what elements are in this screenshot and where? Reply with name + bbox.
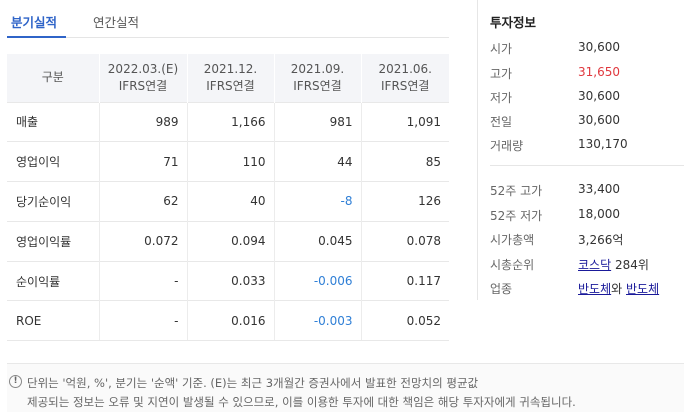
kv-value: 3,266억 — [578, 233, 624, 247]
industry-link[interactable]: 반도체 — [626, 282, 660, 296]
period-tabs: 분기실적 연간실적 — [7, 0, 449, 38]
kv-value: 30,600 — [578, 40, 620, 54]
table-row-operating-profit: 영업이익 71 110 44 85 — [7, 141, 449, 182]
table-cell: - — [98, 260, 187, 301]
table-cell: 71 — [98, 141, 187, 182]
kv-label: 거래량 — [490, 139, 524, 153]
kv-value: 30,600 — [578, 113, 620, 127]
prev-close: 전일 30,600 — [490, 113, 620, 130]
table-row-net-margin: 순이익률 - 0.033 -0.006 0.117 — [7, 260, 449, 301]
industry-separator: 와 — [611, 282, 623, 296]
table-cell: 0.033 — [186, 260, 274, 301]
kv-label: 전일 — [490, 115, 513, 129]
table-cell: -0.003 — [273, 300, 361, 342]
kv-label: 업종 — [490, 282, 513, 296]
rank-value: 284위 — [614, 258, 649, 272]
table-row-net-income: 당기순이익 62 40 -8 126 — [7, 181, 449, 222]
kv-value: 130,170 — [578, 137, 628, 151]
table-cell: 40 — [186, 181, 274, 222]
table-row-operating-margin: 영업이익률 0.072 0.094 0.045 0.078 — [7, 220, 449, 262]
kv-value: 18,000 — [578, 207, 620, 221]
table-header-row: 구분 2022.03.(E) IFRS연결 2021.12. IFRS연결 2021… — [7, 54, 449, 102]
table-cell: -8 — [273, 181, 361, 222]
table-cell: 1,166 — [186, 101, 274, 142]
table-cell: 1,091 — [360, 101, 449, 142]
table-cell: 989 — [98, 101, 187, 142]
kv-label: 저가 — [490, 91, 513, 105]
kv-value: 33,400 — [578, 182, 620, 196]
industry-link[interactable]: 반도체 — [578, 282, 612, 296]
table-cell: 110 — [186, 141, 274, 182]
kv-value: 코스닥 284위 — [578, 256, 649, 273]
table-cell: 0.052 — [360, 300, 449, 342]
kv-label: 시가총액 — [490, 233, 535, 247]
kv-value: 반도체와 반도체 — [578, 280, 659, 297]
row-label: ROE — [7, 300, 99, 342]
low-52-week: 52주 저가 18,000 — [490, 207, 620, 224]
active-tab-indicator — [7, 36, 66, 38]
investment-info-title: 투자정보 — [490, 15, 537, 30]
industry: 업종 반도체와 반도체 — [490, 280, 659, 297]
header-category: 구분 — [7, 54, 99, 102]
kv-label: 52주 고가 — [490, 184, 543, 198]
row-label: 순이익률 — [7, 260, 99, 301]
table-cell: -0.006 — [273, 260, 361, 301]
market-cap-rank: 시총순위 코스닥 284위 — [490, 256, 649, 273]
kv-label: 시가 — [490, 42, 513, 56]
table-row-roe: ROE - 0.016 -0.003 0.052 — [7, 300, 449, 342]
kv-label: 52주 저가 — [490, 209, 543, 223]
tab-quarterly[interactable]: 분기실적 — [11, 15, 58, 30]
market-cap: 시가총액 3,266억 — [490, 231, 623, 248]
kv-value: 30,600 — [578, 89, 620, 103]
table-cell: 126 — [360, 181, 449, 222]
low-price: 저가 30,600 — [490, 89, 620, 106]
row-label: 매출 — [7, 101, 99, 142]
table-cell: 0.016 — [186, 300, 274, 342]
column-header: 2021.06. IFRS연결 — [360, 54, 449, 102]
financial-panel: 분기실적 연간실적 구분 2022.03.(E) IFRS연결 2021.12. I… — [7, 0, 449, 342]
market-link-kosdaq[interactable]: 코스닥 — [578, 258, 612, 272]
investment-info-panel: 투자정보 시가 30,600 고가 31,650 저가 30,600 전일 30… — [477, 0, 684, 300]
table-cell: 0.094 — [186, 220, 274, 262]
notice-line-disclaimer: 제공되는 정보는 오류 및 지연이 발생될 수 있으므로, 이를 이용한 투자에… — [27, 395, 576, 409]
disclaimer-notice: ! 단위는 '억원, %', 분기는 '순액' 기준. (E)는 최근 3개월간… — [7, 363, 684, 412]
row-label: 영업이익 — [7, 141, 99, 182]
high-price: 고가 31,650 — [490, 65, 620, 82]
tab-annual[interactable]: 연간실적 — [93, 15, 140, 30]
open-price: 시가 30,600 — [490, 40, 620, 57]
table-cell: 62 — [98, 181, 187, 222]
table-cell: 981 — [273, 101, 361, 142]
table-cell: 85 — [360, 141, 449, 182]
column-header: 2021.12. IFRS연결 — [186, 54, 274, 102]
financial-table: 구분 2022.03.(E) IFRS연결 2021.12. IFRS연결 2021… — [7, 54, 449, 342]
volume: 거래량 130,170 — [490, 137, 628, 154]
high-52-week: 52주 고가 33,400 — [490, 182, 620, 199]
kv-label: 고가 — [490, 67, 513, 81]
kv-label: 시총순위 — [490, 258, 535, 272]
column-header: 2022.03.(E) IFRS연결 — [98, 54, 187, 102]
kv-value: 31,650 — [578, 65, 620, 79]
row-label: 당기순이익 — [7, 181, 99, 222]
table-cell: 0.117 — [360, 260, 449, 301]
table-cell: 0.045 — [273, 220, 361, 262]
notice-line-unit: 단위는 '억원, %', 분기는 '순액' 기준. (E)는 최근 3개월간 증… — [27, 376, 479, 390]
table-cell: 0.078 — [360, 220, 449, 262]
table-row-revenue: 매출 989 1,166 981 1,091 — [7, 101, 449, 142]
table-cell: - — [98, 300, 187, 342]
section-divider — [490, 165, 684, 166]
column-header: 2021.09. IFRS연결 — [273, 54, 361, 102]
table-cell: 44 — [273, 141, 361, 182]
exclamation-circle-icon: ! — [9, 375, 22, 388]
table-cell: 0.072 — [98, 220, 187, 262]
row-label: 영업이익률 — [7, 220, 99, 262]
